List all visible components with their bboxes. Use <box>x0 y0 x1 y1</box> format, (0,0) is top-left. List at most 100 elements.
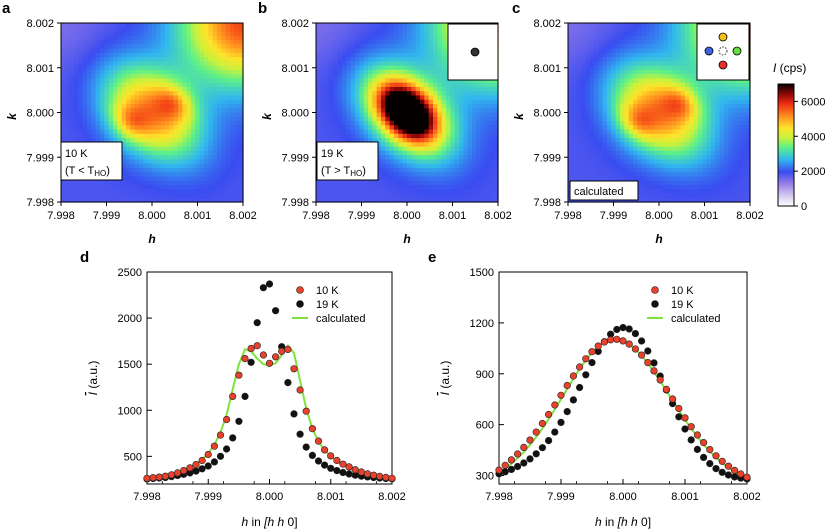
heatmap-cell <box>472 133 477 139</box>
heatmap-cell <box>160 125 166 131</box>
heatmap-cell <box>156 23 162 28</box>
heatmap-cell <box>389 133 395 139</box>
heatmap-cell <box>156 112 162 118</box>
heatmap-cell <box>191 112 196 118</box>
heatmap-cell <box>685 48 690 54</box>
heatmap-cell <box>104 116 110 122</box>
heatmap-cell <box>650 116 656 122</box>
heatmap-cell <box>633 99 638 105</box>
heatmap-cell <box>134 65 140 71</box>
heatmap-cell <box>130 197 136 203</box>
heatmap-cell <box>711 116 716 122</box>
heatmap-cell <box>104 108 110 114</box>
heatmap-cell <box>191 82 196 88</box>
heatmap-cell <box>446 133 451 139</box>
heatmap-cell <box>104 129 110 135</box>
heatmap-cell <box>450 103 456 109</box>
heatmap-cell <box>602 23 608 28</box>
heatmap-cell <box>424 138 430 143</box>
heatmap-cell <box>450 99 456 105</box>
heatmap-cell <box>178 86 183 92</box>
heatmap-cell <box>372 57 378 62</box>
heatmap-cell <box>178 48 183 54</box>
heatmap-cell <box>78 138 84 143</box>
heatmap-cell <box>74 48 79 54</box>
heatmap-cell <box>346 35 352 41</box>
heatmap-cell <box>130 69 136 75</box>
heatmap-cell <box>615 35 621 41</box>
heatmap-cell <box>82 108 88 114</box>
heatmap-cell <box>620 65 625 71</box>
heatmap-cell <box>95 74 101 79</box>
heatmap-cell <box>130 31 136 37</box>
heatmap-cell <box>437 133 443 139</box>
heatmap-cell <box>381 86 386 92</box>
heatmap-cell <box>143 167 149 173</box>
heatmap-cell <box>672 99 677 105</box>
heatmap-cell <box>324 57 330 62</box>
heatmap-cell <box>672 65 677 71</box>
heatmap-cell <box>685 150 690 156</box>
heatmap-cell <box>637 52 643 58</box>
heatmap-cell <box>611 99 617 105</box>
heatmap-cell <box>324 138 330 143</box>
heatmap-cell <box>139 121 144 126</box>
heatmap-cell <box>165 150 170 156</box>
heatmap-cell <box>147 142 153 148</box>
heatmap-cell <box>191 155 196 160</box>
heatmap-cell <box>680 95 686 101</box>
heatmap-cell <box>615 69 621 75</box>
heatmap-cell <box>152 44 157 50</box>
heatmap-cell <box>182 142 188 148</box>
heatmap-cell <box>186 116 192 122</box>
heatmap-cell <box>654 197 660 203</box>
heatmap-cell <box>320 69 326 75</box>
heatmap-cell <box>238 23 244 28</box>
heatmap-cell <box>394 108 399 114</box>
heatmap-cell <box>407 27 412 33</box>
heatmap-cell <box>78 133 84 139</box>
heatmap-cell <box>633 95 638 101</box>
heatmap-cell <box>350 57 356 62</box>
heatmap-cell <box>602 133 608 139</box>
heatmap-cell <box>221 142 227 148</box>
heatmap-cell <box>407 82 412 88</box>
heatmap-cell <box>663 31 669 37</box>
heatmap-cell <box>134 150 140 156</box>
heatmap-cell <box>324 48 330 54</box>
heatmap-cell <box>620 95 625 101</box>
heatmap-cell <box>693 99 699 105</box>
heatmap-cell <box>134 35 140 41</box>
heatmap-cell <box>376 31 382 37</box>
heatmap-cell <box>91 35 97 41</box>
heatmap-cell <box>420 103 425 109</box>
heatmap-cell <box>620 138 625 143</box>
heatmap-cell <box>611 44 617 50</box>
heatmap-cell <box>385 180 391 186</box>
heatmap-cell <box>152 65 157 71</box>
heatmap-cell <box>572 125 578 131</box>
heatmap-cell <box>637 116 643 122</box>
heatmap-cell <box>204 146 209 152</box>
heatmap-cell <box>615 142 621 148</box>
heatmap-cell <box>667 142 673 148</box>
heatmap-cell <box>191 44 196 50</box>
heatmap-cell <box>467 112 473 118</box>
heatmap-cell <box>633 61 638 67</box>
heatmap-cell <box>607 176 612 182</box>
heatmap-cell <box>446 95 451 101</box>
heatmap-cell <box>594 138 599 143</box>
heatmap-cell <box>650 99 656 105</box>
heatmap-cell <box>437 74 443 79</box>
heatmap-cell <box>139 91 144 97</box>
heatmap-cell <box>95 95 101 101</box>
heatmap-cell <box>359 108 365 114</box>
heatmap-cell <box>234 103 240 109</box>
heatmap-cell <box>680 121 686 126</box>
heatmap-cell <box>476 86 482 92</box>
heatmap-cell <box>368 133 373 139</box>
heatmap-cell <box>61 48 66 54</box>
heatmap-cell <box>624 99 630 105</box>
heatmap-cell <box>359 180 365 186</box>
heatmap-cell <box>108 35 114 41</box>
